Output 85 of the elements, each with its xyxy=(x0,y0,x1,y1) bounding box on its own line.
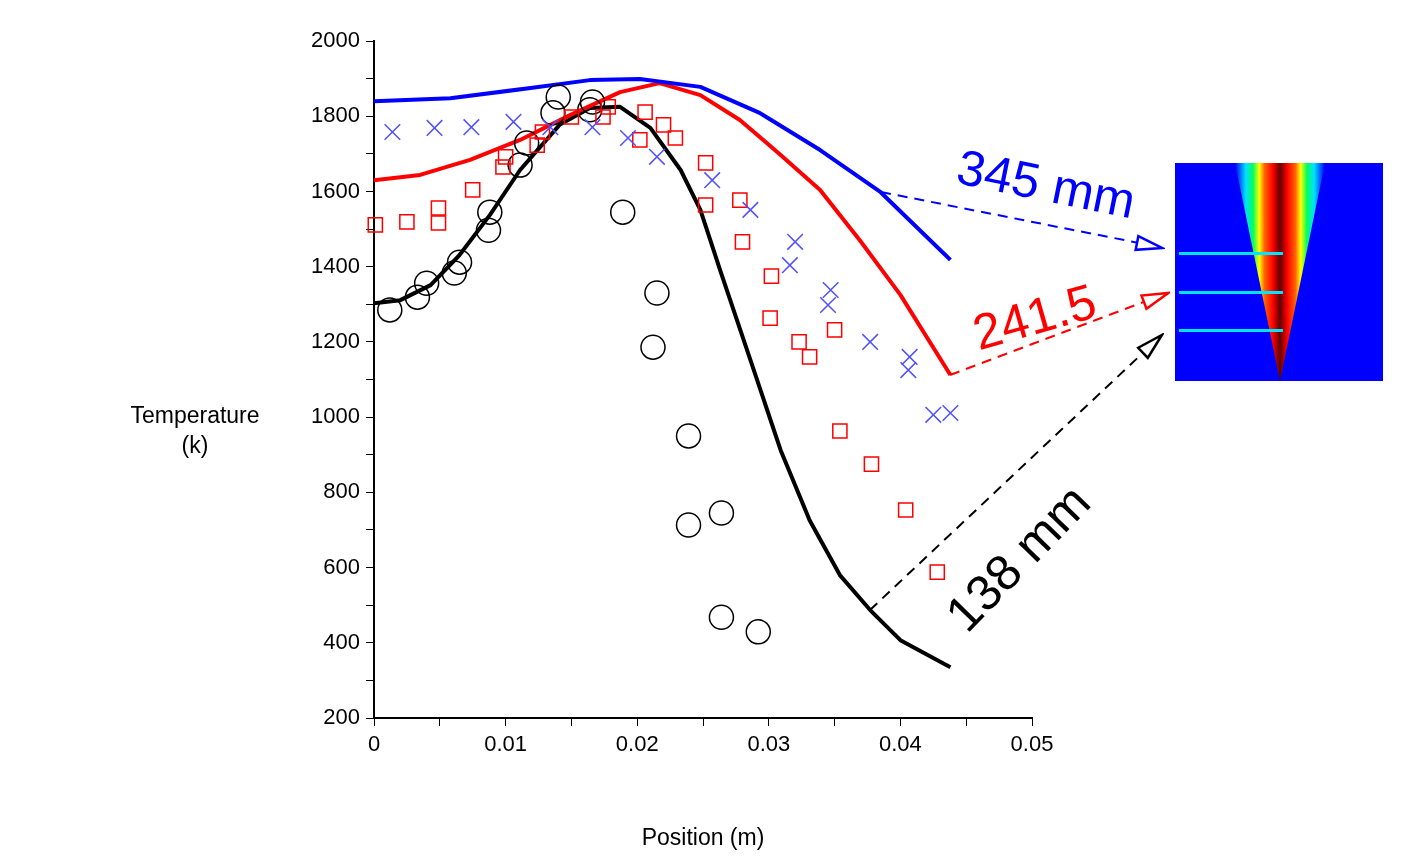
point xyxy=(504,113,523,131)
point xyxy=(430,200,447,216)
point xyxy=(708,500,735,526)
y-axis-title: Temperature (k) xyxy=(129,401,261,460)
y-tick-label: 1800 xyxy=(311,102,360,128)
y-tick-label: 2000 xyxy=(311,27,360,53)
point xyxy=(640,334,666,360)
point xyxy=(941,404,959,422)
point xyxy=(832,423,848,439)
point xyxy=(399,214,415,230)
point xyxy=(541,118,559,136)
point xyxy=(655,117,672,133)
point xyxy=(826,322,843,338)
point xyxy=(583,118,601,136)
y-tick-label: 200 xyxy=(323,704,360,730)
point xyxy=(446,249,473,275)
x-tick-label: 0.04 xyxy=(878,731,922,757)
point xyxy=(383,123,401,141)
point xyxy=(475,217,502,243)
point xyxy=(367,217,384,233)
point xyxy=(763,268,780,284)
point xyxy=(441,260,468,286)
point xyxy=(632,132,648,148)
point xyxy=(703,171,721,189)
point xyxy=(464,182,481,198)
point xyxy=(563,109,580,125)
point xyxy=(426,119,444,137)
point xyxy=(579,89,606,115)
point xyxy=(675,423,702,449)
point xyxy=(637,104,653,120)
y-tick-label: 1400 xyxy=(311,252,360,278)
point xyxy=(734,234,751,250)
y-tick-label: 1200 xyxy=(311,327,360,353)
point xyxy=(929,564,946,580)
point xyxy=(732,192,748,208)
annotation: 345 mm xyxy=(952,138,1141,230)
point xyxy=(600,99,617,115)
point xyxy=(897,502,914,518)
y-tick-label: 600 xyxy=(323,553,360,579)
annotation: 138 mm xyxy=(934,473,1101,643)
y-tick-label: 400 xyxy=(323,628,360,654)
point xyxy=(404,284,431,310)
point xyxy=(619,129,637,147)
point xyxy=(497,149,514,165)
point xyxy=(791,334,807,350)
point xyxy=(529,137,546,153)
point xyxy=(534,124,551,140)
x-tick-label: 0 xyxy=(367,731,381,757)
point xyxy=(924,406,942,424)
point xyxy=(430,215,447,231)
point xyxy=(377,297,403,323)
y-tick-label: 1000 xyxy=(311,403,360,429)
point xyxy=(477,199,503,225)
y-tick-label: 800 xyxy=(323,478,360,504)
point xyxy=(413,270,440,296)
point xyxy=(495,159,511,175)
point xyxy=(762,310,778,327)
point xyxy=(786,233,804,251)
point xyxy=(648,148,666,166)
annotation: 241.5 xyxy=(966,272,1103,362)
x-tick-label: 0.02 xyxy=(615,731,659,757)
point xyxy=(595,109,611,125)
x-tick-label: 0.01 xyxy=(484,731,528,757)
point xyxy=(507,152,533,178)
point xyxy=(540,100,566,126)
point xyxy=(644,280,670,306)
point xyxy=(697,155,714,171)
x-tick-label: 0.03 xyxy=(747,731,791,757)
point xyxy=(781,256,799,274)
point xyxy=(801,349,818,365)
point xyxy=(609,199,636,225)
point xyxy=(708,604,735,630)
x-axis-title: Position (m) xyxy=(641,823,765,850)
point xyxy=(745,619,772,645)
point xyxy=(861,333,879,351)
point xyxy=(863,456,880,472)
y-tick-label: 1600 xyxy=(311,177,360,203)
x-tick-label: 0.05 xyxy=(1010,731,1054,757)
point xyxy=(513,130,540,156)
point xyxy=(697,197,714,213)
point xyxy=(545,84,571,110)
point xyxy=(462,118,480,136)
point xyxy=(741,201,759,219)
point xyxy=(667,130,684,146)
point xyxy=(675,512,702,538)
